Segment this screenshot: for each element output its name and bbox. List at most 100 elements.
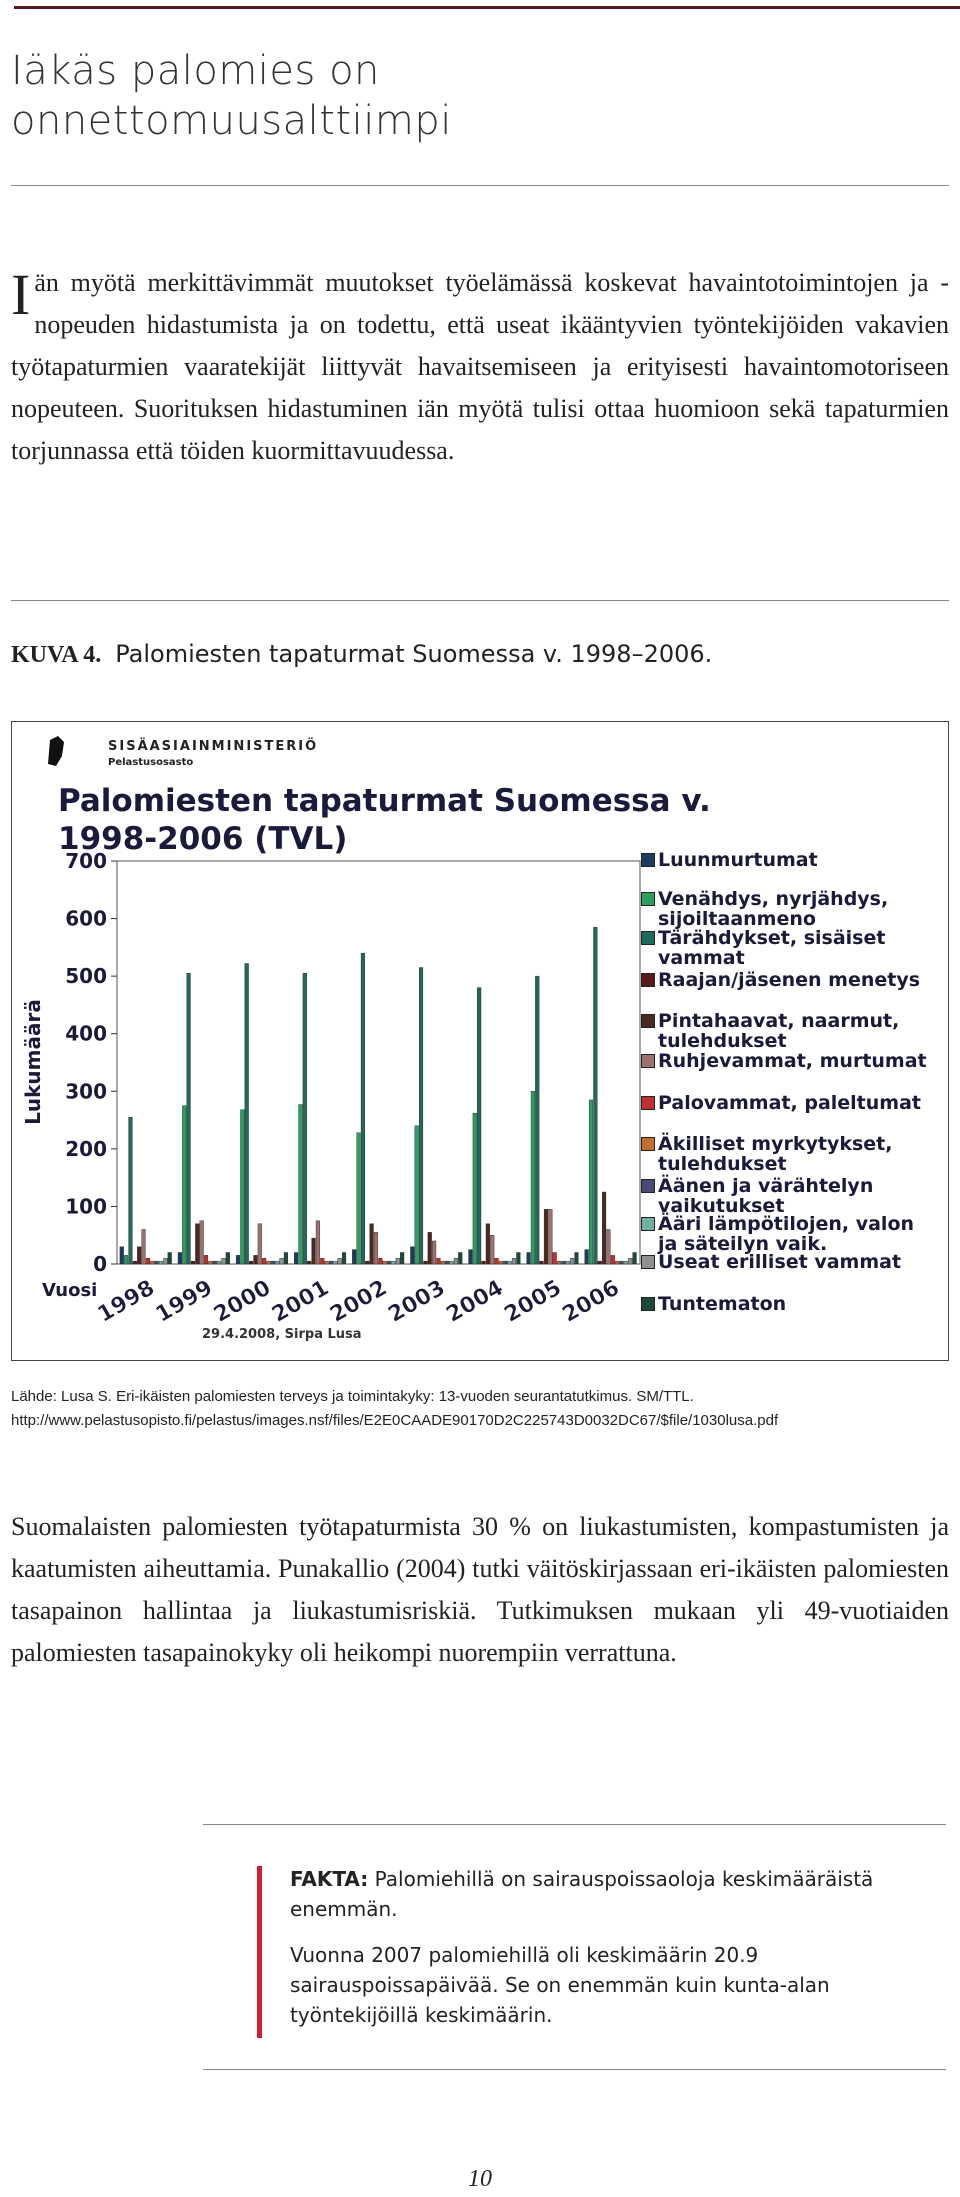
x-tick-label: 2000 (210, 1276, 276, 1328)
legend-label: Äkilliset myrkytykset, tulehdukset (658, 1133, 893, 1175)
bar (570, 1258, 575, 1265)
legend-item: Äänen ja värähtelyn vaikutukset (641, 1176, 938, 1216)
bar (593, 927, 598, 1265)
y-tick-label: 600 (65, 907, 107, 931)
figure-label: KUVA 4. (11, 642, 102, 668)
bar (249, 1260, 254, 1265)
bar (387, 1260, 392, 1265)
bar (360, 952, 365, 1265)
bar (561, 1260, 566, 1265)
bar (186, 973, 191, 1265)
chart-svg: SISÄASIAINMINISTERIÖ Pelastusosasto Luku… (21, 736, 641, 1342)
source: Lähde: Lusa S. Eri-ikäisten palomiesten … (11, 1385, 951, 1433)
y-tick-label: 700 (65, 849, 107, 873)
y-tick-label: 500 (65, 964, 107, 988)
bar (481, 1260, 486, 1265)
legend-item: Ruhjevammat, murtumat (641, 1050, 938, 1072)
bar (324, 1260, 329, 1265)
legend-item: Pintahaavat, naarmut, tulehdukset (641, 1010, 938, 1052)
legend-swatch (641, 931, 655, 945)
bar (150, 1260, 155, 1265)
legend-item: Tärähdykset, sisäiset vammat (641, 927, 938, 969)
legend-label: Ruhjevammat, murtumat (658, 1050, 927, 1072)
bar (244, 963, 249, 1265)
legend-item: Ääri lämpötilojen, valon ja säteilyn vai… (641, 1213, 938, 1255)
bar (458, 1252, 463, 1265)
bar (490, 1235, 495, 1265)
bar (119, 1246, 124, 1265)
x-tick-label: 1999 (152, 1276, 218, 1328)
bar (472, 1112, 477, 1265)
bar (427, 1232, 432, 1265)
bar (212, 1260, 217, 1265)
bar (154, 1260, 159, 1265)
bar (190, 1260, 195, 1265)
bar (423, 1260, 428, 1265)
legend-label: Pintahaavat, naarmut, tulehdukset (658, 1010, 900, 1052)
logo (48, 736, 64, 766)
bar (307, 1260, 312, 1265)
fact-label: FAKTA: (290, 1867, 369, 1891)
bar (477, 987, 482, 1265)
paragraph: Suomalaisten palomiesten työtapaturmista… (11, 1512, 949, 1667)
bar (298, 1104, 303, 1265)
bar (235, 1255, 241, 1265)
bar (606, 1229, 611, 1265)
bar (253, 1255, 258, 1265)
bar (294, 1252, 299, 1265)
caption-text: Palomiesten tapaturmat Suomessa v. 1998–… (115, 640, 713, 668)
bar (177, 1252, 182, 1265)
legend-swatch (641, 892, 655, 906)
bar (414, 1125, 419, 1265)
page-number: 10 (468, 2166, 492, 2192)
bar (485, 1223, 490, 1265)
bar (432, 1240, 437, 1265)
fact-box: FAKTA: Palomiehillä on sairauspoissaoloj… (290, 1864, 880, 2046)
legend-item: Useat erilliset vammat (641, 1252, 938, 1272)
bar (623, 1260, 628, 1265)
bar (266, 1260, 271, 1265)
legend-item: Raajan/jäsenen menetys (641, 970, 938, 990)
bar (365, 1260, 370, 1265)
bar (588, 1099, 594, 1265)
legend-item: Äkilliset myrkytykset, tulehdukset (641, 1133, 938, 1175)
legend-swatch (641, 1137, 655, 1151)
bar (535, 975, 540, 1265)
legend-label: Ääri lämpötilojen, valon ja säteilyn vai… (658, 1213, 915, 1255)
legend-swatch (641, 853, 655, 867)
bar (516, 1252, 521, 1265)
paragraph-text: än myötä merkittävimmät muutokset työelä… (11, 268, 949, 465)
source-line: Lähde: Lusa S. Eri-ikäisten palomiesten … (11, 1388, 694, 1405)
source-url: http://www.pelastusopisto.fi/pelastus/im… (11, 1412, 779, 1429)
bar (619, 1260, 624, 1265)
bar (279, 1258, 284, 1265)
rule (11, 600, 949, 601)
legend-label: Tuntematon (658, 1293, 787, 1315)
bar (530, 1091, 535, 1265)
bar (391, 1260, 396, 1265)
rule (203, 2069, 946, 2070)
bar (503, 1260, 508, 1265)
legend-label: Tärähdykset, sisäiset vammat (658, 927, 886, 969)
bar (597, 1260, 602, 1265)
x-tick-label: 2004 (442, 1276, 508, 1328)
legend-label: Palovammat, paleltumat (658, 1092, 921, 1114)
x-tick-label: 2003 (384, 1276, 450, 1328)
bar (262, 1258, 267, 1265)
legend-item: Palovammat, paleltumat (641, 1092, 938, 1114)
bar (333, 1260, 338, 1265)
x-tick-label: 1998 (94, 1276, 160, 1328)
y-tick-label: 100 (65, 1194, 107, 1218)
x-axis-label: Vuosi (42, 1280, 97, 1301)
fact-accent (257, 1866, 262, 2038)
bar (449, 1260, 454, 1265)
top-rule (14, 6, 960, 9)
fact-text: Vuonna 2007 palomiehillä oli keskimäärin… (290, 1943, 830, 2027)
bar (382, 1260, 387, 1265)
bar (395, 1258, 400, 1265)
bar (167, 1252, 172, 1265)
plot-area (116, 860, 641, 1265)
y-axis-label: Lukumäärä (21, 999, 45, 1125)
